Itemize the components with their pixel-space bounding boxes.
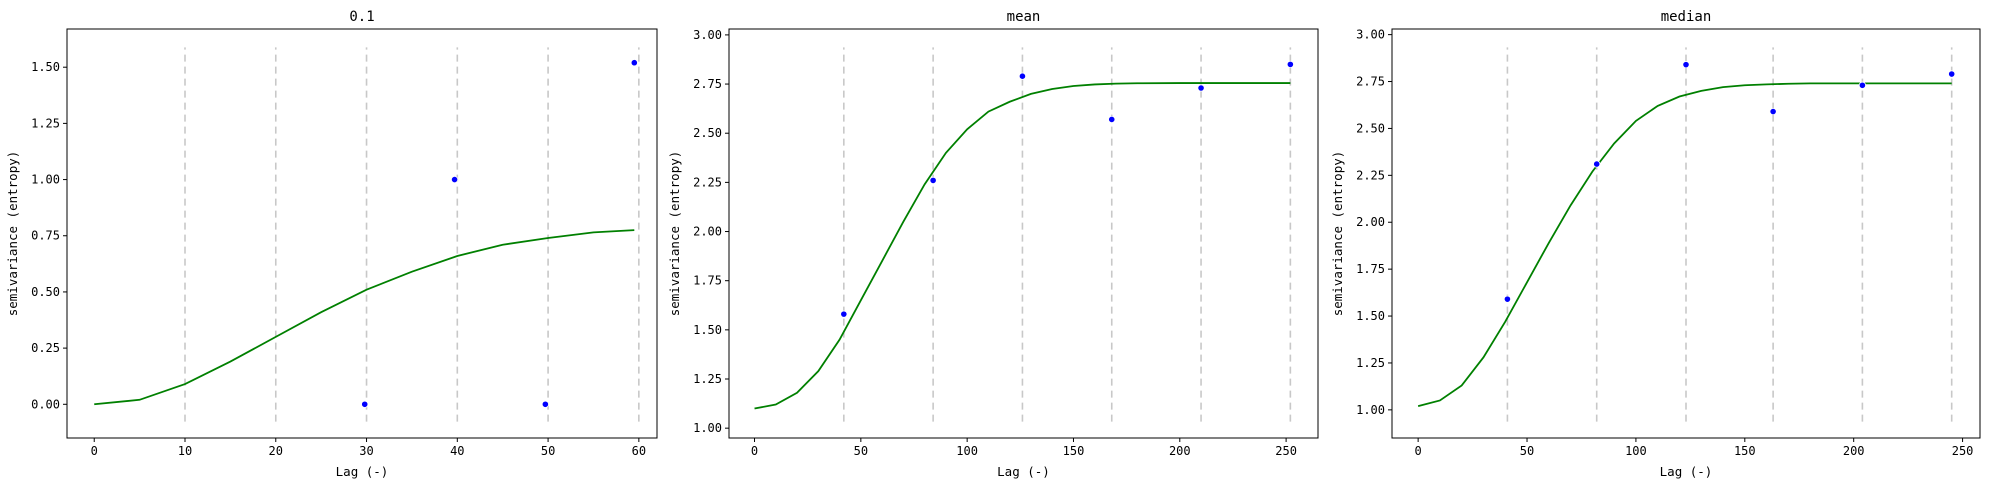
data-point (1286, 60, 1294, 68)
y-tick-label: 2.50 (1356, 121, 1385, 135)
x-tick-label: 100 (956, 444, 978, 458)
y-tick-label: 0.25 (31, 341, 60, 355)
y-tick-label: 2.75 (1356, 75, 1385, 89)
subplot-1: 0 10 20 30 40 50 60 0.00 0.25 0.50 0.75 1.00 1.25 1.5… (5, 9, 658, 479)
y-tick-label: 3.00 (693, 28, 722, 42)
y-tick-label: 0.50 (31, 285, 60, 299)
x-tick-label: 250 (1952, 444, 1974, 458)
data-point (1948, 70, 1956, 78)
x-axis-label: Lag (-) (1660, 464, 1713, 479)
y-tick-label: 0.00 (31, 397, 60, 411)
data-point (929, 176, 937, 185)
data-point (361, 400, 369, 408)
y-tick-label: 2.50 (693, 126, 722, 140)
x-tick-label: 200 (1169, 444, 1191, 458)
x-tick-label: 20 (269, 444, 283, 458)
model-curve (754, 82, 1291, 410)
x-tick-label: 50 (854, 444, 868, 458)
plot-title: 0.1 (349, 9, 374, 25)
subplot-2: 0 50 100 150 200 250 1.00 1.25 1.50 1.75 2.00 2.25 2… (667, 9, 1319, 479)
y-tick-label: 1.00 (693, 421, 722, 435)
y-axis-label: semivariance (entropy) (1330, 151, 1345, 317)
model-curve (1417, 82, 1952, 407)
data-point (1769, 107, 1777, 116)
x-tick-label: 10 (178, 444, 192, 458)
axes-frame (1391, 28, 1981, 439)
data-point (1858, 81, 1867, 89)
x-tick-label: 250 (1275, 444, 1297, 458)
y-tick-label: 1.00 (1356, 403, 1385, 417)
y-tick-label: 0.75 (31, 229, 60, 243)
y-tick-label: 1.25 (693, 372, 722, 386)
y-tick-label: 2.25 (693, 175, 722, 189)
x-tick-label: 0 (91, 444, 98, 458)
data-point (1682, 61, 1690, 69)
data-point (1503, 295, 1512, 303)
x-tick-label: 150 (1734, 444, 1756, 458)
y-tick-label: 1.00 (31, 173, 60, 187)
axes-frame (728, 28, 1319, 439)
y-tick-label: 3.00 (1356, 28, 1385, 42)
data-point (840, 310, 848, 318)
y-tick-label: 2.00 (693, 225, 722, 239)
y-tick-label: 1.75 (693, 274, 722, 288)
x-axis-label: Lag (-) (336, 464, 389, 479)
subplot-3: 0 50 100 150 200 250 1.00 1.25 1.50 1.75 2.00 2.25 2… (1330, 9, 1981, 479)
axes-frame (66, 28, 658, 439)
y-axis-label: semivariance (entropy) (5, 151, 20, 317)
y-tick-label: 1.75 (1356, 262, 1385, 276)
data-point (1108, 115, 1116, 124)
data-point (1197, 84, 1205, 92)
plot-title: mean (1007, 9, 1041, 25)
data-point (630, 59, 638, 67)
y-tick-label: 1.50 (31, 60, 60, 74)
x-axis-label: Lag (-) (997, 464, 1050, 479)
x-tick-label: 50 (541, 444, 555, 458)
x-tick-label: 200 (1843, 444, 1865, 458)
x-tick-label: 50 (1520, 444, 1534, 458)
y-tick-label: 1.25 (31, 116, 60, 130)
y-tick-label: 2.25 (1356, 168, 1385, 182)
data-point (1593, 160, 1601, 168)
plot-title: median (1661, 9, 1712, 25)
data-point (541, 400, 549, 408)
y-tick-label: 1.50 (693, 323, 722, 337)
x-tick-label: 100 (1625, 444, 1647, 458)
x-tick-label: 60 (632, 444, 646, 458)
model-curve (94, 229, 635, 406)
x-tick-label: 0 (751, 444, 758, 458)
y-axis-label: semivariance (entropy) (667, 151, 682, 317)
y-tick-label: 1.50 (1356, 309, 1385, 323)
y-tick-label: 2.00 (1356, 215, 1385, 229)
data-point (1018, 72, 1027, 80)
data-point (450, 175, 459, 184)
x-tick-label: 150 (1063, 444, 1085, 458)
x-tick-label: 0 (1415, 444, 1422, 458)
y-tick-label: 1.25 (1356, 356, 1385, 370)
x-tick-label: 30 (359, 444, 373, 458)
x-tick-label: 40 (450, 444, 464, 458)
y-tick-label: 2.75 (693, 77, 722, 91)
